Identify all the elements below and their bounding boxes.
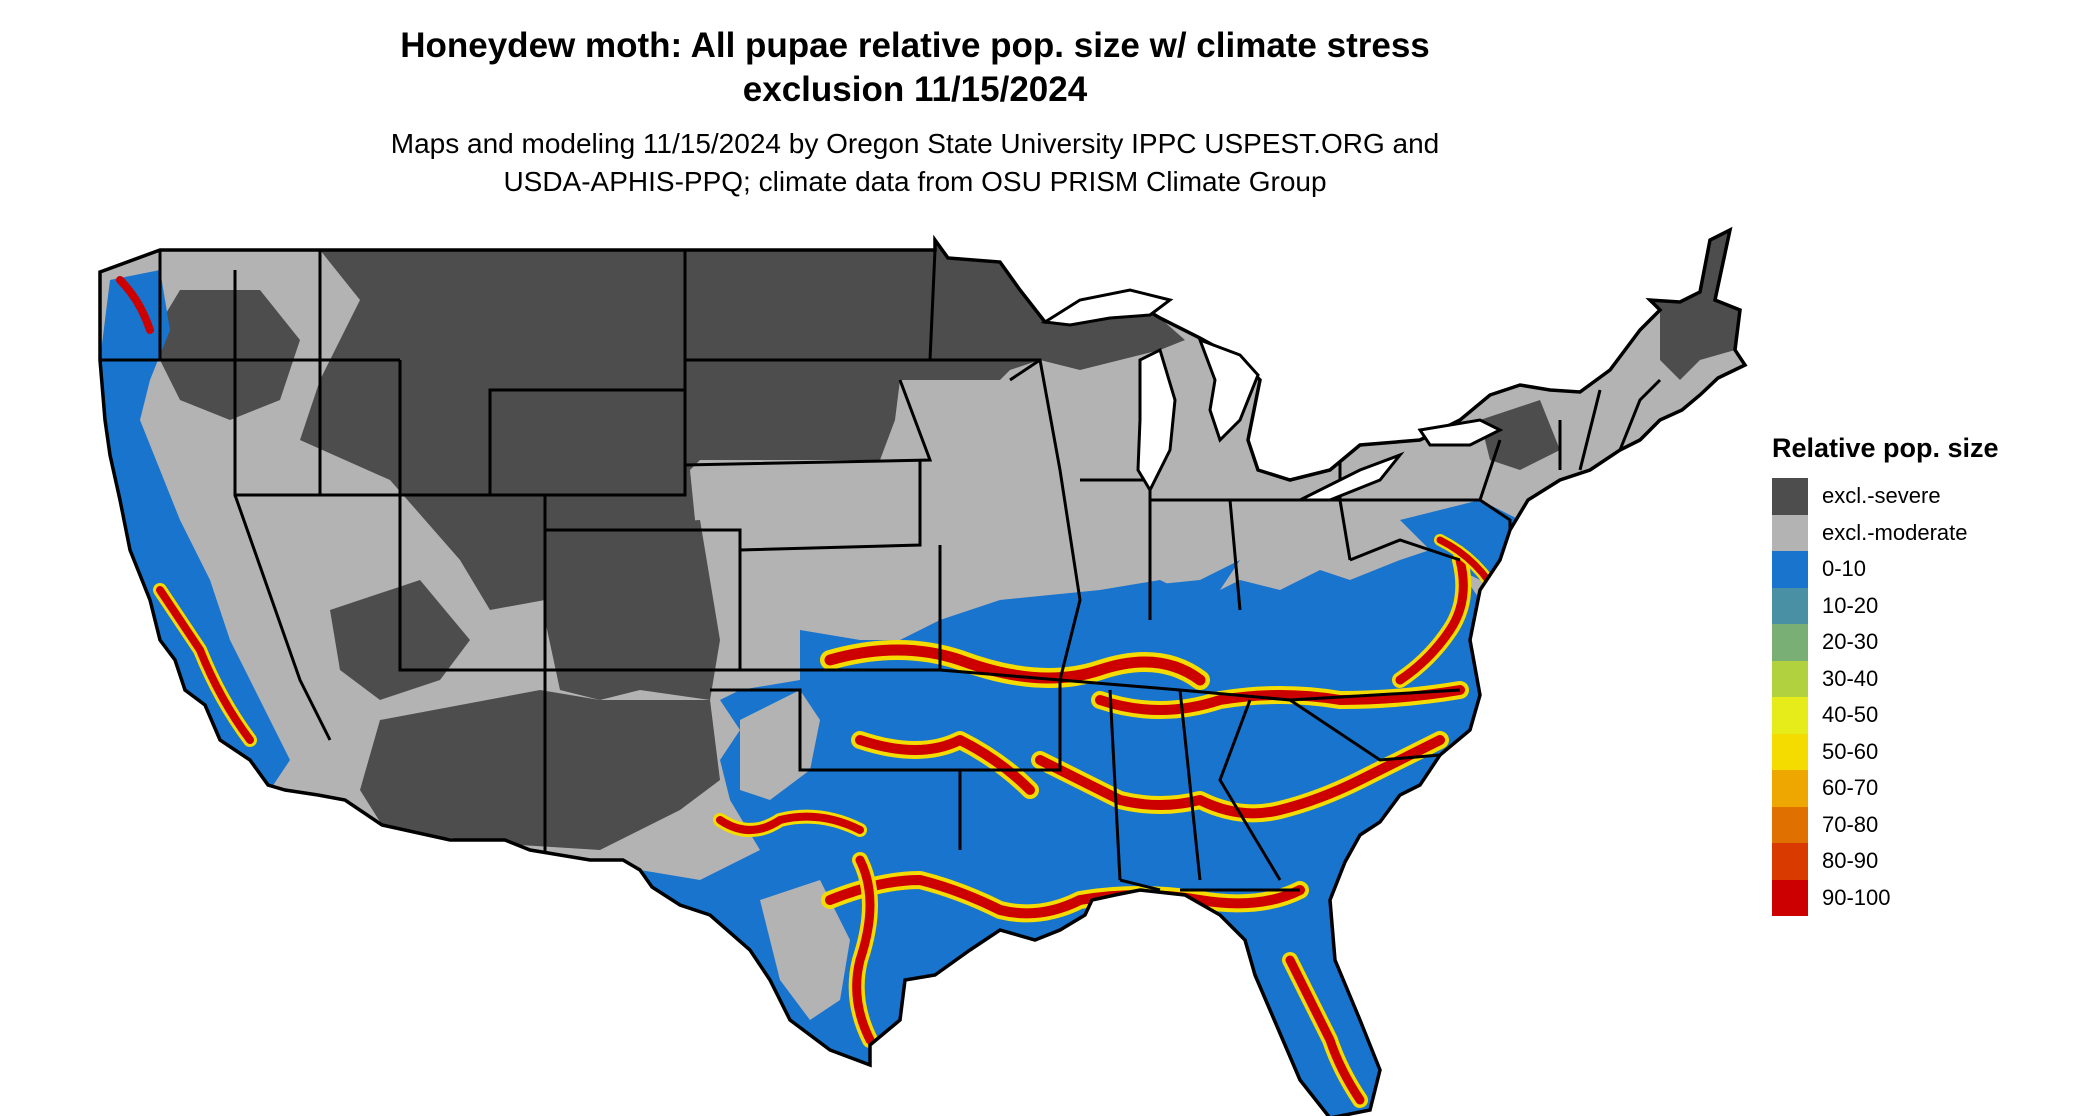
- lake-ontario: [1417, 418, 1504, 447]
- legend-item: 30-40: [1772, 660, 2072, 697]
- legend-label: 80-90: [1822, 848, 1879, 874]
- legend-swatch: [1772, 879, 1808, 916]
- legend-items: excl.-severe excl.-moderate 0-10 10-20 20-30…: [1772, 478, 2072, 916]
- legend-swatch: [1772, 478, 1808, 515]
- legend-item: 20-30: [1772, 624, 2072, 661]
- legend-swatch: [1772, 697, 1808, 734]
- legend-swatch: [1772, 514, 1808, 551]
- legend-title: Relative pop. size: [1772, 433, 1999, 463]
- severe-exclusion-zones: [150, 230, 1740, 850]
- legend-label: 0-10: [1822, 556, 1867, 582]
- legend: Relative pop. size excl.-severe excl.-mod…: [1772, 428, 2072, 916]
- legend-swatch: [1772, 551, 1808, 588]
- state-boundaries: [100, 249, 1662, 892]
- legend-label: 90-100: [1822, 884, 1891, 910]
- map-subtitle-line-2: USDA-APHIS-PPQ; climate data from OSU PR…: [503, 166, 1327, 197]
- south-texas-moderate-zone: [760, 880, 850, 1020]
- map-subtitle-line-1: Maps and modeling 11/15/2024 by Oregon S…: [390, 128, 1440, 159]
- legend-item: excl.-severe: [1772, 478, 2072, 515]
- lake-erie: [1299, 451, 1405, 502]
- legend-label: excl.-severe: [1822, 483, 1941, 509]
- legend-swatch: [1772, 843, 1808, 880]
- legend-swatch: [1772, 806, 1808, 843]
- legend-label: 40-50: [1822, 702, 1879, 728]
- legend-label: 30-40: [1822, 665, 1879, 691]
- legend-swatch: [1772, 770, 1808, 807]
- legend-item: 70-80: [1772, 806, 2072, 843]
- legend-item: excl.-moderate: [1772, 514, 2072, 551]
- legend-swatch: [1772, 624, 1808, 661]
- map-title-line-2: exclusion 11/15/2024: [742, 70, 1088, 109]
- legend-item: 0-10: [1772, 551, 2072, 588]
- legend-item: 60-70: [1772, 770, 2072, 807]
- legend-label: 60-70: [1822, 775, 1879, 801]
- lake-huron: [1197, 337, 1260, 443]
- legend-label: 50-60: [1822, 738, 1879, 764]
- legend-item: 40-50: [1772, 697, 2072, 734]
- us-outline: [98, 226, 1748, 1116]
- great-lakes: [1040, 288, 1504, 502]
- map-title-line-1: Honeydew moth: All pupae relative pop. s…: [400, 26, 1430, 65]
- high-population-zones: [116, 276, 1506, 1108]
- legend-label: 20-30: [1822, 629, 1879, 655]
- lake-michigan: [1136, 347, 1177, 494]
- legend-label: 10-20: [1822, 592, 1879, 618]
- legend-swatch: [1772, 587, 1808, 624]
- legend-swatch: [1772, 660, 1808, 697]
- legend-item: 90-100: [1772, 879, 2072, 916]
- legend-swatch: [1772, 733, 1808, 770]
- legend-item: 50-60: [1772, 733, 2072, 770]
- legend-item: 10-20: [1772, 587, 2072, 624]
- lake-superior: [1040, 288, 1174, 327]
- legend-label: excl.-moderate: [1822, 519, 1968, 545]
- legend-item: 80-90: [1772, 843, 2072, 880]
- legend-label: 70-80: [1822, 811, 1879, 837]
